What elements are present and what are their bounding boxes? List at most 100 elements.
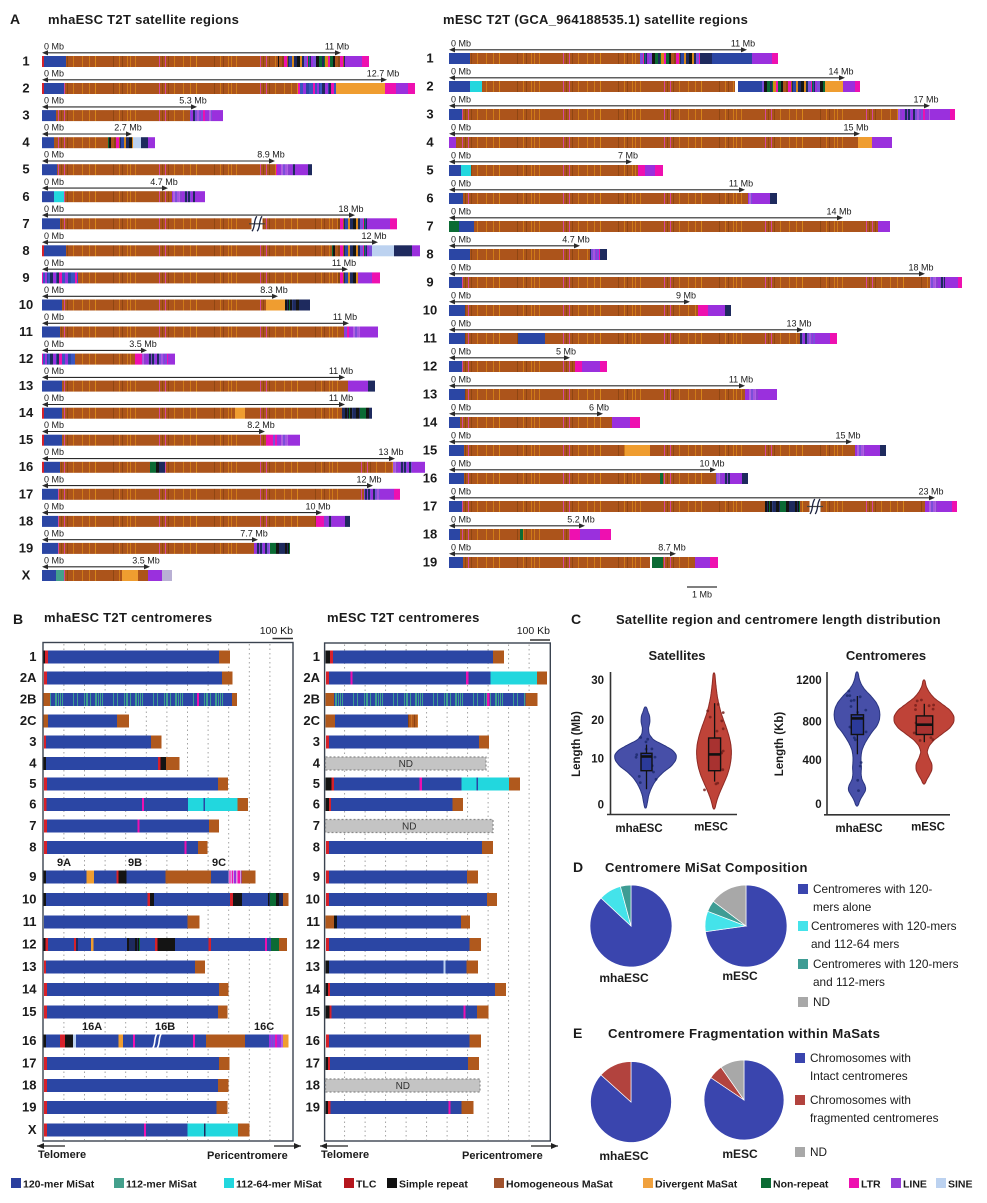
svg-text:2B: 2B — [20, 692, 37, 707]
svg-text:1 Mb: 1 Mb — [692, 590, 712, 600]
svg-text:6: 6 — [22, 189, 29, 204]
svg-text:14: 14 — [306, 982, 321, 997]
svg-text:7: 7 — [426, 219, 433, 234]
svg-text:11 Mb: 11 Mb — [332, 258, 356, 268]
svg-text:13 Mb: 13 Mb — [378, 447, 403, 457]
svg-text:Centromere MiSat Composition: Centromere MiSat Composition — [605, 860, 808, 875]
svg-text:Centromere Fragmentation withi: Centromere Fragmentation within MaSats — [608, 1026, 880, 1041]
svg-text:7: 7 — [22, 216, 29, 231]
svg-text:18: 18 — [19, 513, 33, 528]
svg-text:Chromosomes with: Chromosomes with — [810, 1051, 911, 1065]
svg-text:2C: 2C — [20, 713, 37, 728]
svg-text:X: X — [28, 1122, 37, 1137]
svg-text:3: 3 — [29, 734, 36, 749]
svg-text:0 Mb: 0 Mb — [451, 431, 471, 441]
svg-text:17 Mb: 17 Mb — [913, 95, 938, 105]
svg-text:15 Mb: 15 Mb — [835, 431, 860, 441]
svg-text:0 Mb: 0 Mb — [451, 151, 471, 161]
svg-text:7 Mb: 7 Mb — [618, 151, 638, 161]
svg-text:8: 8 — [29, 840, 36, 855]
svg-text:9: 9 — [313, 869, 320, 884]
svg-text:11: 11 — [19, 324, 33, 339]
svg-text:23 Mb: 23 Mb — [918, 487, 943, 497]
svg-text:0 Mb: 0 Mb — [451, 319, 471, 329]
svg-text:0 Mb: 0 Mb — [44, 339, 64, 349]
svg-text:12: 12 — [22, 937, 36, 952]
svg-text:8: 8 — [313, 840, 320, 855]
svg-text:19: 19 — [306, 1100, 320, 1115]
svg-text:14 Mb: 14 Mb — [826, 207, 851, 217]
svg-text:0 Mb: 0 Mb — [451, 123, 471, 133]
svg-text:0 Mb: 0 Mb — [451, 207, 471, 217]
svg-text:16A: 16A — [82, 1021, 102, 1033]
svg-text:15 Mb: 15 Mb — [843, 123, 868, 133]
svg-text:13: 13 — [19, 378, 33, 393]
svg-text:ND: ND — [399, 759, 413, 770]
svg-text:0 Mb: 0 Mb — [44, 96, 64, 106]
svg-text:Telomere: Telomere — [321, 1149, 369, 1161]
svg-text:8.3 Mb: 8.3 Mb — [260, 285, 288, 295]
svg-text:30: 30 — [591, 675, 604, 687]
svg-text:9: 9 — [22, 270, 29, 285]
svg-text:0 Mb: 0 Mb — [44, 556, 64, 566]
svg-text:11 Mb: 11 Mb — [729, 179, 753, 189]
svg-text:9A: 9A — [57, 857, 71, 869]
svg-text:Divergent MaSat: Divergent MaSat — [655, 1179, 738, 1191]
svg-text:mhaESC: mhaESC — [615, 823, 662, 835]
svg-text:3: 3 — [426, 107, 433, 122]
svg-text:15: 15 — [423, 443, 437, 458]
svg-text:17: 17 — [306, 1056, 320, 1071]
svg-text:13: 13 — [22, 959, 36, 974]
svg-text:0 Mb: 0 Mb — [44, 447, 64, 457]
svg-text:0 Mb: 0 Mb — [451, 347, 471, 357]
svg-text:0 Mb: 0 Mb — [451, 515, 471, 525]
svg-text:0 Mb: 0 Mb — [451, 39, 471, 49]
svg-text:11: 11 — [23, 914, 37, 929]
svg-text:5: 5 — [426, 163, 433, 178]
svg-text:Centromeres with 120-mers: Centromeres with 120-mers — [813, 957, 959, 971]
svg-text:2C: 2C — [303, 713, 320, 728]
svg-text:mESC T2T (GCA_964188535.1) sat: mESC T2T (GCA_964188535.1) satellite reg… — [443, 12, 748, 27]
svg-text:14 Mb: 14 Mb — [828, 67, 853, 77]
svg-text:Intact centromeres: Intact centromeres — [810, 1069, 908, 1083]
svg-text:7: 7 — [29, 818, 36, 833]
svg-text:Pericentromere: Pericentromere — [207, 1150, 288, 1162]
svg-text:16B: 16B — [155, 1021, 175, 1033]
svg-text:0 Mb: 0 Mb — [44, 501, 64, 511]
svg-text:120-mer MiSat: 120-mer MiSat — [23, 1179, 95, 1191]
svg-text:0 Mb: 0 Mb — [44, 474, 64, 484]
svg-text:4: 4 — [29, 756, 37, 771]
svg-text:4: 4 — [22, 135, 30, 150]
svg-text:2A: 2A — [303, 670, 320, 685]
svg-text:9C: 9C — [212, 857, 226, 869]
svg-text:mhaESC: mhaESC — [599, 971, 649, 985]
svg-text:mESC T2T centromeres: mESC T2T centromeres — [327, 610, 480, 625]
svg-text:mhaESC T2T centromeres: mhaESC T2T centromeres — [44, 610, 212, 625]
svg-text:18: 18 — [22, 1078, 36, 1093]
svg-text:Centromeres with 120-: Centromeres with 120- — [813, 882, 932, 896]
svg-text:0 Mb: 0 Mb — [44, 258, 64, 268]
svg-text:10 Mb: 10 Mb — [699, 459, 724, 469]
svg-text:Centromeres: Centromeres — [846, 648, 926, 663]
svg-text:0 Mb: 0 Mb — [451, 487, 471, 497]
svg-text:5 Mb: 5 Mb — [556, 347, 576, 357]
svg-text:ND: ND — [396, 1081, 410, 1092]
svg-text:2A: 2A — [20, 670, 37, 685]
svg-text:ND: ND — [813, 995, 830, 1009]
svg-text:mESC: mESC — [722, 969, 758, 983]
svg-text:2: 2 — [426, 79, 433, 94]
svg-text:0 Mb: 0 Mb — [44, 312, 64, 322]
svg-text:0 Mb: 0 Mb — [44, 123, 64, 133]
svg-text:2B: 2B — [303, 692, 320, 707]
svg-text:0 Mb: 0 Mb — [451, 291, 471, 301]
svg-text:1: 1 — [22, 54, 29, 69]
svg-text:12: 12 — [19, 351, 33, 366]
svg-text:20: 20 — [591, 715, 604, 727]
svg-text:8: 8 — [22, 243, 29, 258]
svg-text:8: 8 — [426, 247, 433, 262]
svg-text:18 Mb: 18 Mb — [908, 263, 933, 273]
svg-text:15: 15 — [306, 1004, 320, 1019]
svg-text:13 Mb: 13 Mb — [786, 319, 811, 329]
svg-text:16: 16 — [19, 459, 33, 474]
svg-text:A: A — [10, 11, 20, 27]
